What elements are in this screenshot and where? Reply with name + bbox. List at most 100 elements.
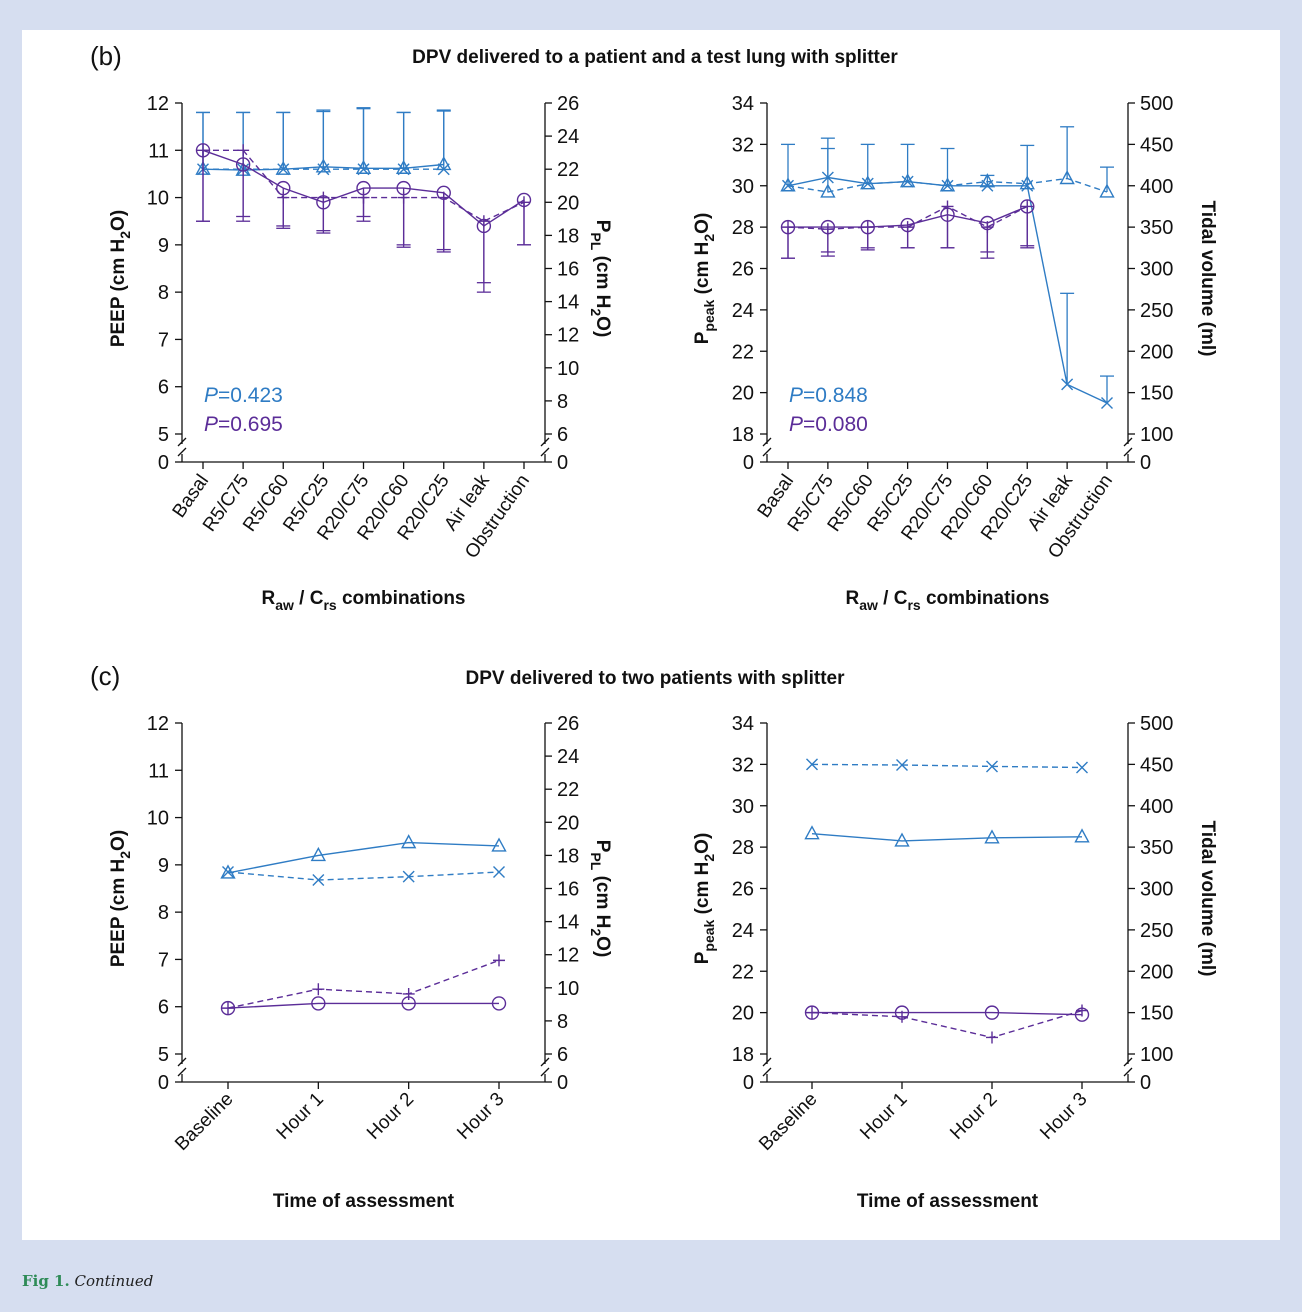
x-marker [782,179,794,192]
plus-marker [896,1010,908,1023]
triangle-marker [1099,183,1115,198]
series-plus-purple [781,200,1035,259]
left-tick-label: 5 [158,1044,169,1066]
series-x-blue [222,865,505,886]
x-marker [1101,396,1113,409]
left-tick-label: 28 [732,837,754,859]
x-marker [493,865,505,878]
left-tick-label: 6 [158,377,169,399]
left-tick-label: 26 [732,259,754,281]
left-tick-label: 22 [732,961,754,983]
right-tick-label: 18 [557,225,579,247]
x-tick-label: Hour 1 [273,1089,328,1144]
caption-text: Continued [74,1272,154,1290]
section-title-c: DPV delivered to two patients with split… [466,668,846,689]
left-tick-label: 0 [158,452,169,474]
p-value: P=0.848 [789,384,868,407]
right-tick-label: 10 [557,978,579,1000]
left-tick-label: 6 [158,997,169,1019]
left-tick-label: 20 [732,1003,754,1025]
plus-marker [806,1006,818,1019]
left-tick-label: 9 [158,235,169,257]
x-marker [986,760,998,773]
triangle-marker [1074,828,1090,843]
plus-marker [317,191,330,204]
section-letter-c: (c) [90,661,120,691]
right-tick-label: 14 [557,912,579,934]
left-tick-label: 30 [732,176,754,198]
circle-marker [804,1005,820,1020]
axis-break-mark [1123,437,1133,457]
triangle-marker [780,177,796,192]
left-tick-label: 30 [732,796,754,818]
plus-marker [312,983,325,996]
p-value: P=0.423 [204,384,283,407]
circle-marker [311,996,326,1011]
right-tick-label: 24 [557,126,579,148]
right-tick-label: 14 [557,292,579,314]
triangle-marker [984,829,1000,844]
left-tick-label: 11 [148,140,169,162]
left-tick-label: 0 [743,1072,754,1094]
right-tick-label: 400 [1140,176,1173,198]
left-tick-label: 24 [732,300,754,322]
plus-marker [821,223,834,236]
right-tick-label: 150 [1140,383,1173,405]
series-x-blue [806,758,1088,774]
x-marker [402,870,415,883]
series-x-blue [196,107,451,176]
right-tick-label: 450 [1140,134,1173,156]
y-axis-right-label: PPL (cm H2O) [588,840,613,958]
plus-marker [941,200,954,213]
triangle-marker [275,160,291,175]
plus-marker [402,987,415,1000]
right-tick-label: 500 [1140,93,1173,115]
left-tick-label: 8 [158,902,169,924]
axis-break-mark [177,1057,187,1077]
right-tick-label: 24 [557,746,579,768]
plus-marker [981,221,994,234]
right-tick-label: 0 [557,1072,568,1094]
plus-marker [986,1031,998,1044]
x-marker [312,873,325,886]
x-axis-label: Time of assessment [273,1191,455,1212]
left-tick-label: 18 [732,424,754,446]
axis-break-mark [1123,1057,1133,1077]
right-tick-label: 16 [557,259,579,281]
p-value: P=0.080 [789,413,868,436]
triangle-marker [395,159,412,174]
right-tick-label: 10 [557,358,579,380]
x-tick-label: Hour 3 [453,1089,508,1144]
left-tick-label: 26 [732,879,754,901]
circle-marker [220,1000,236,1016]
chart-b-right: 0 18 20 22 24 26 28 30 32 34 0 100 150 200 250 300 350 40… [692,93,1218,613]
plus-marker [782,221,794,234]
right-tick-label: 26 [557,713,579,735]
x-marker [896,759,908,771]
series-triangle-blue [780,126,1115,198]
caption-label: Fig 1. [22,1272,70,1290]
p-value: P=0.695 [204,413,283,436]
triangle-marker [860,175,876,190]
plus-marker [237,144,250,157]
triangle-marker [899,173,916,188]
axis-break-mark [540,437,550,457]
right-tick-label: 150 [1140,1003,1173,1025]
left-tick-label: 12 [147,713,169,735]
x-tick-label: Hour 2 [363,1089,418,1144]
right-tick-label: 200 [1140,961,1173,983]
triangle-marker [804,825,820,840]
plus-marker [1021,200,1034,213]
right-tick-label: 350 [1140,837,1173,859]
series-plus-purple [222,954,505,1015]
triangle-marker [979,173,996,188]
circle-marker [984,1005,1000,1020]
right-tick-label: 12 [557,325,579,347]
x-axis-label: Raw / Crs combinations [261,588,465,613]
y-axis-right-label: PPL (cm H2O) [588,220,613,338]
triangle-marker [400,834,417,849]
left-tick-label: 9 [158,855,169,877]
series-circle-purple [220,996,507,1016]
left-tick-label: 32 [732,754,754,776]
